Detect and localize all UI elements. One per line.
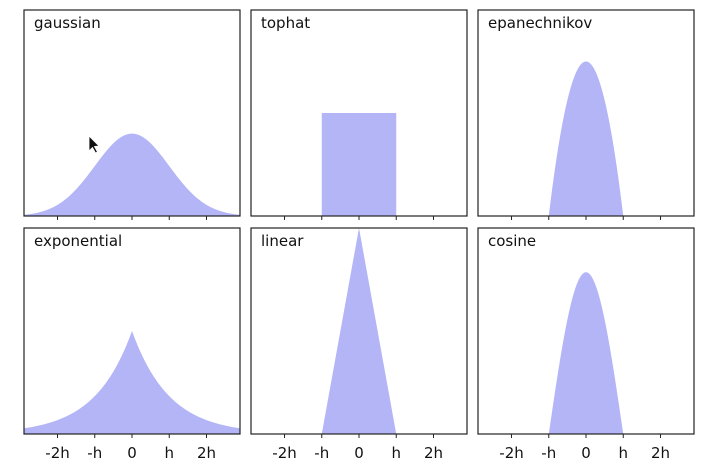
cosine-kernel-area [548, 272, 624, 434]
panel-linear: -2h -h 0 h 2h linear [250, 227, 468, 462]
tophat-kernel-area [321, 113, 397, 216]
gaussian-kernel-area [24, 133, 240, 216]
linear-x-tick-label-1: -h [314, 444, 329, 462]
linear-x-tick-label-4: 2h [424, 444, 443, 462]
cosine-x-tick-label-1: -h [541, 444, 556, 462]
cosine-x-tick-label-3: h [618, 444, 628, 462]
panel-gaussian: gaussian [23, 9, 241, 220]
panel-title-exponential: exponential [34, 232, 122, 250]
exponential-x-tick-label-4: 2h [197, 444, 216, 462]
panel-title-epanechnikov: epanechnikov [488, 14, 592, 32]
exponential-kernel-area [24, 331, 240, 434]
exponential-x-tick-label-0: -2h [45, 444, 69, 462]
panel-tophat: tophat [250, 9, 468, 220]
panel-title-cosine: cosine [488, 232, 536, 250]
linear-x-tick-label-2: 0 [354, 444, 364, 462]
panel-title-linear: linear [261, 232, 304, 250]
linear-x-tick-label-0: -2h [272, 444, 296, 462]
exponential-x-tick-label-2: 0 [127, 444, 137, 462]
panel-title-tophat: tophat [261, 14, 310, 32]
panel-cosine: -2h -h 0 h 2h cosine [477, 227, 695, 462]
panel-epanechnikov: epanechnikov [477, 9, 695, 220]
panel-exponential: -2h -h 0 h 2h exponential [23, 227, 241, 462]
panels: gaussian tophat epanechnikov -2h -h 0 h 2h expon… [23, 9, 695, 462]
linear-x-tick-label-3: h [391, 444, 401, 462]
exponential-x-tick-label-1: -h [87, 444, 102, 462]
cosine-x-tick-label-2: 0 [581, 444, 591, 462]
mouse-pointer-icon [88, 135, 100, 154]
cosine-x-tick-label-4: 2h [651, 444, 670, 462]
cosine-x-tick-label-0: -2h [499, 444, 523, 462]
exponential-x-tick-label-3: h [164, 444, 174, 462]
panel-title-gaussian: gaussian [34, 14, 101, 32]
linear-kernel-area [321, 228, 397, 434]
epanechnikov-kernel-area [548, 61, 624, 216]
